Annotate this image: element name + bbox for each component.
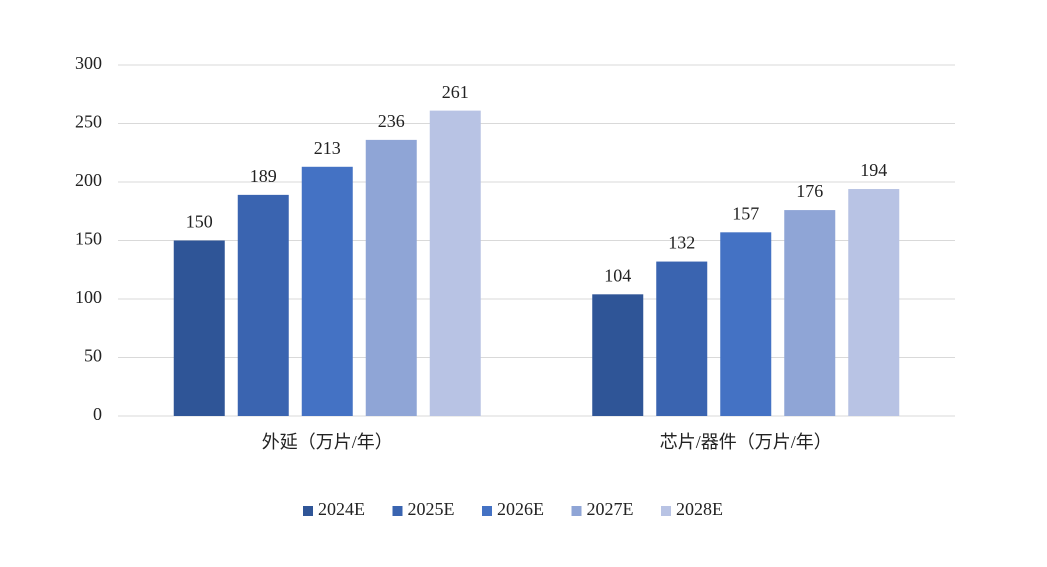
data-label: 176 (796, 181, 823, 201)
bar (656, 261, 708, 416)
y-tick-label: 0 (93, 404, 102, 424)
x-tick-label: 外延（万片/年） (262, 432, 393, 452)
data-label: 104 (604, 265, 631, 285)
y-tick-label: 100 (75, 287, 102, 307)
bar (237, 194, 289, 416)
legend-label: 2027E (587, 499, 634, 519)
legend-label: 2026E (497, 499, 544, 519)
data-label: 189 (250, 166, 277, 186)
bar (720, 232, 772, 416)
y-tick-label: 50 (84, 346, 102, 366)
data-label: 194 (860, 160, 887, 180)
bar (848, 189, 900, 416)
x-tick-label: 芯片/器件（万片/年） (660, 432, 832, 452)
bar (592, 294, 644, 416)
legend-swatch (392, 506, 403, 516)
bar (429, 110, 481, 416)
bar (784, 210, 836, 416)
y-tick-label: 250 (75, 112, 102, 132)
y-tick-label: 300 (75, 53, 102, 73)
legend-label: 2024E (318, 499, 365, 519)
data-label: 157 (732, 203, 759, 223)
data-label: 213 (314, 138, 341, 158)
legend-label: 2025E (408, 499, 455, 519)
data-label: 261 (442, 82, 469, 102)
legend-swatch (303, 506, 313, 516)
data-label: 236 (378, 111, 405, 131)
legend-swatch (571, 506, 582, 516)
bar (173, 240, 225, 416)
legend-label: 2028E (676, 499, 723, 519)
data-label: 150 (186, 212, 213, 232)
y-tick-label: 150 (75, 229, 102, 249)
bar (365, 139, 417, 416)
legend-swatch (661, 506, 671, 516)
data-label: 132 (668, 233, 695, 253)
bar (301, 166, 353, 416)
legend-swatch (482, 506, 492, 516)
y-tick-label: 200 (75, 170, 102, 190)
